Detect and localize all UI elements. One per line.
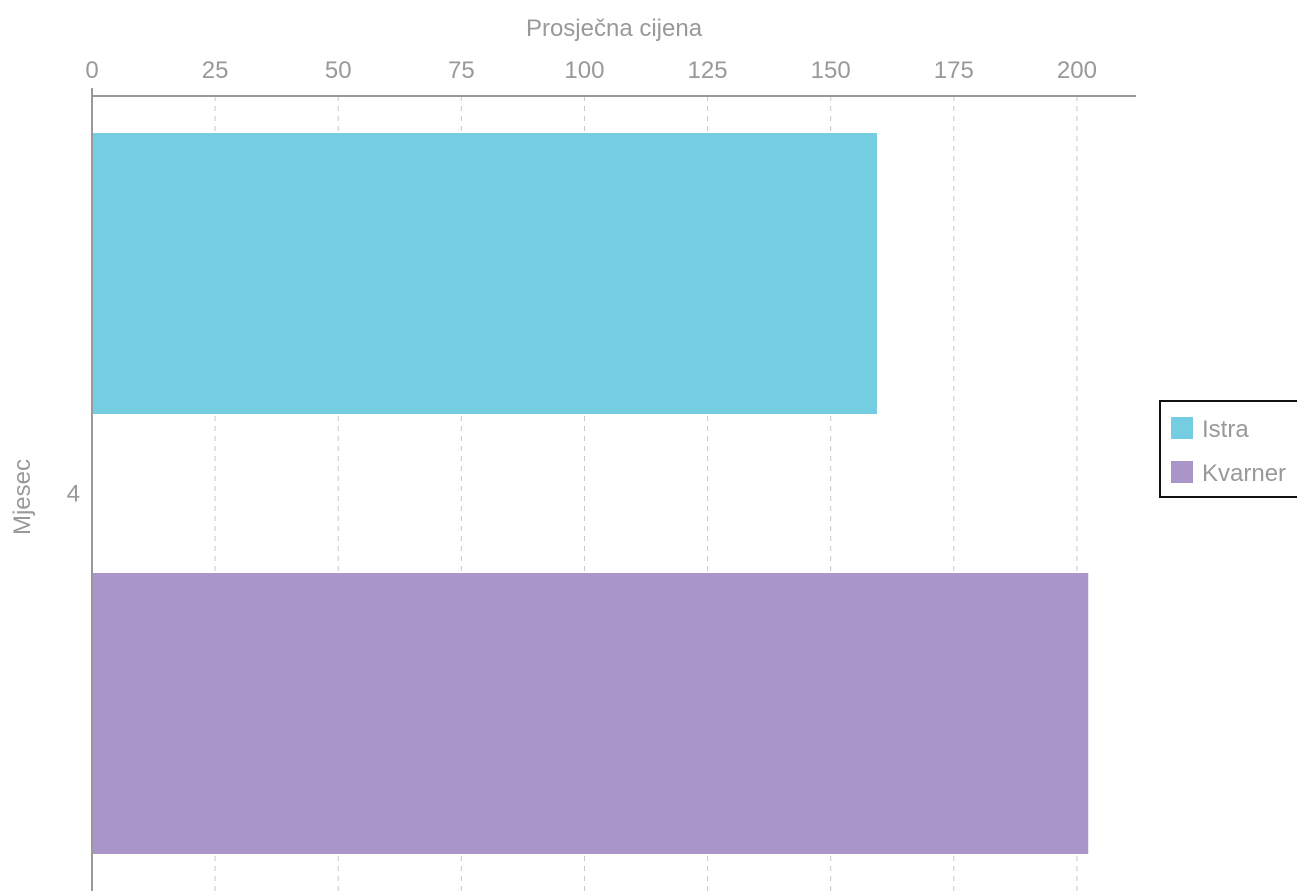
x-tick-label: 100 (564, 57, 604, 84)
x-tick-label: 125 (688, 57, 728, 84)
x-axis-title: Prosječna cijena (526, 15, 703, 42)
x-tick-label: 50 (325, 57, 352, 84)
x-tick-label: 0 (85, 57, 98, 84)
legend: Istra Kvarner (1159, 400, 1297, 498)
bar-kvarner-4 (92, 573, 1089, 854)
legend-swatch-istra (1171, 417, 1193, 439)
legend-label-kvarner: Kvarner (1202, 460, 1286, 487)
bar-istra-4 (92, 133, 877, 414)
y-tick-labels: 4 (67, 481, 80, 508)
y-axis-title: Mjesec (9, 459, 36, 535)
x-tick-label: 150 (811, 57, 851, 84)
x-tick-labels: 0 25 50 75 100 125 150 175 200 (85, 57, 1097, 84)
x-tick-label: 25 (202, 57, 229, 84)
legend-swatch-kvarner (1171, 461, 1193, 483)
legend-label-istra: Istra (1202, 416, 1249, 443)
bars (92, 133, 1089, 854)
x-tick-label: 175 (934, 57, 974, 84)
axes (91, 88, 1136, 891)
y-tick-label: 4 (67, 481, 80, 508)
x-tick-label: 200 (1057, 57, 1097, 84)
x-tick-label: 75 (448, 57, 475, 84)
legend-items: Istra Kvarner (1171, 416, 1286, 487)
